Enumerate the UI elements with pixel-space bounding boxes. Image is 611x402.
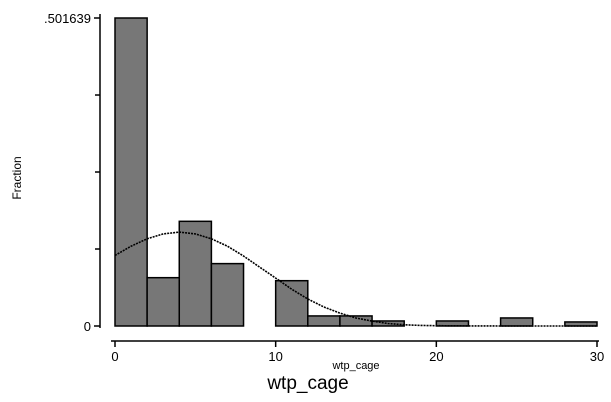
histogram-bar-5 (274, 279, 309, 327)
curve-layer (114, 231, 597, 327)
density-curve (114, 231, 597, 327)
y-tick-label-0: 0 (84, 319, 91, 334)
x-tick-label-0: 0 (111, 349, 118, 364)
histogram-bar-12 (499, 317, 534, 327)
histogram-bar-0 (114, 17, 148, 327)
y-tick-label-1: .501639 (44, 11, 91, 26)
histogram-bar-1 (146, 276, 181, 327)
x-axis-label-secondary: wtp_cage (331, 360, 379, 372)
x-tick-label-2: 20 (429, 349, 443, 364)
histogram-bar-2 (178, 220, 213, 327)
histogram-bar-6 (307, 315, 341, 327)
x-tick-label-1: 10 (268, 349, 282, 364)
bars-layer (114, 17, 598, 327)
ticks-layer: 0 .501639 0 10 20 30 (44, 11, 604, 364)
histogram-bar-3 (210, 262, 245, 327)
x-axis-label: wtp_cage (266, 373, 348, 394)
x-tick-label-3: 30 (590, 349, 604, 364)
y-axis-label: Fraction (10, 156, 24, 199)
axes-layer (99, 14, 599, 342)
